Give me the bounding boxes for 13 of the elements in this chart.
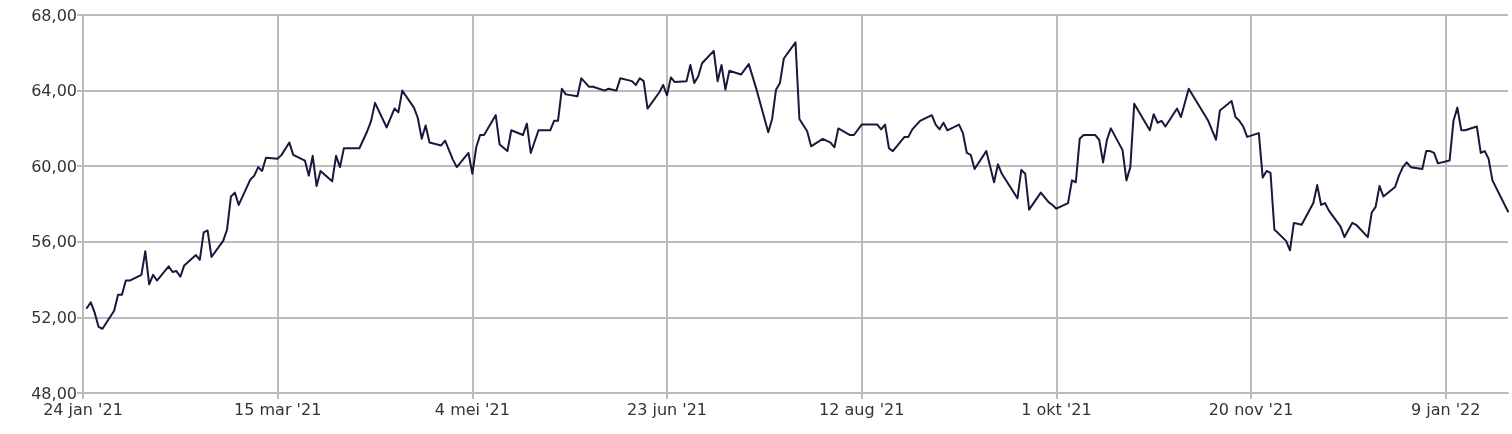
x-tick-label: 12 aug '21 [818, 399, 905, 419]
x-tick-label: 20 nov '21 [1208, 399, 1294, 419]
x-tick-label: 1 okt '21 [1021, 399, 1092, 419]
y-tick-label: 56,00 [31, 232, 77, 252]
y-tick-label: 60,00 [31, 156, 77, 176]
y-tick-label: 48,00 [31, 383, 77, 403]
y-tick-label: 68,00 [31, 5, 77, 25]
y-tick-label: 52,00 [31, 307, 77, 327]
x-tick-label: 23 jun '21 [627, 399, 708, 419]
x-tick-label: 9 jan '22 [1410, 399, 1481, 419]
x-tick-label: 15 mar '21 [234, 399, 322, 419]
x-tick-label: 4 mei '21 [434, 399, 510, 419]
y-tick-label: 64,00 [31, 81, 77, 101]
